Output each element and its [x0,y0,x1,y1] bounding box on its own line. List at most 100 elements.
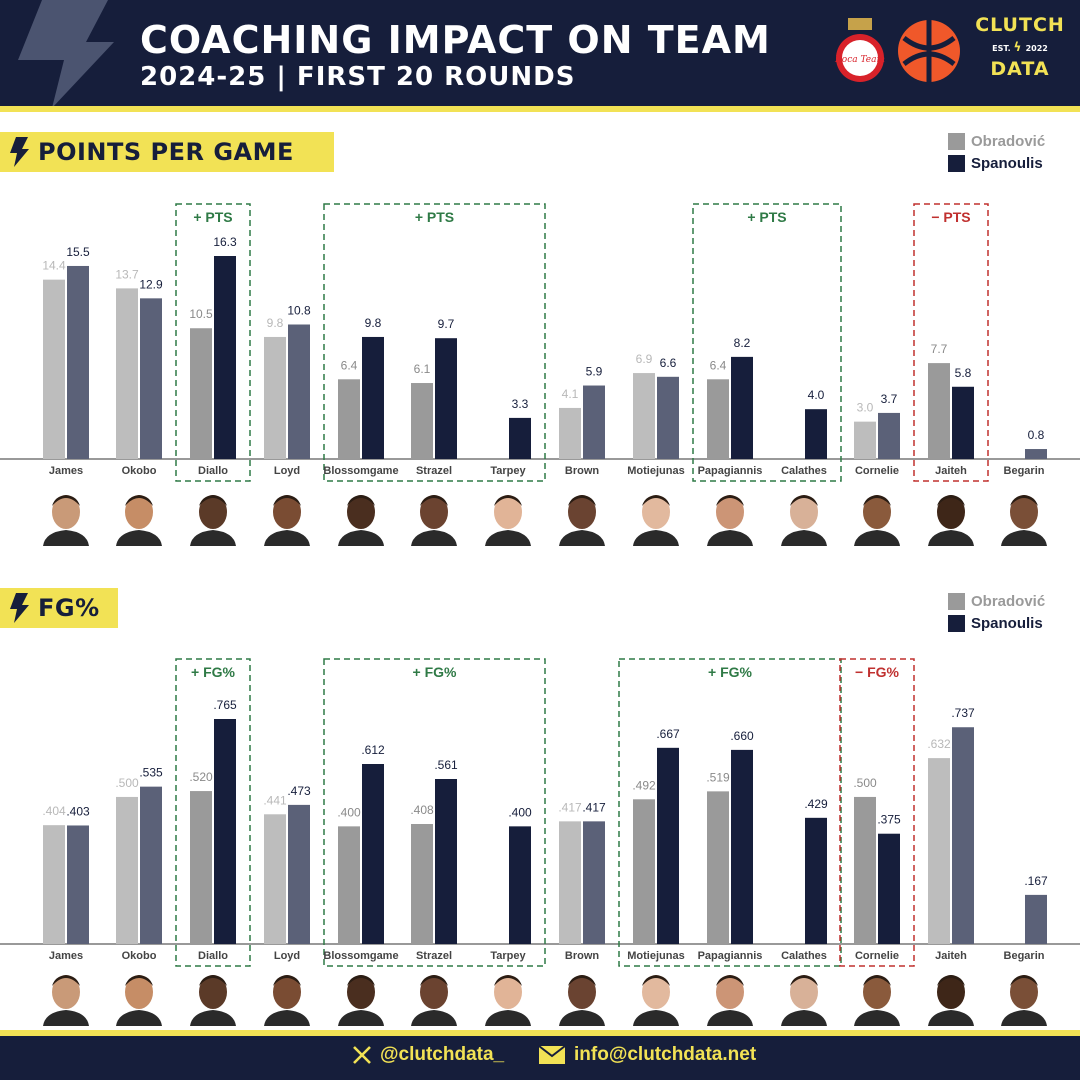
player-portrait-icon [852,488,902,546]
value-label-spanoulis: 5.9 [586,365,603,379]
bar-spanoulis [1025,894,1047,944]
as-monaco-club-logo: Roca Team [834,18,885,82]
euroleague-logo [898,20,960,82]
bar-spanoulis [67,265,89,459]
highlight-label: + FG% [708,664,753,680]
value-label-spanoulis: .417 [582,800,606,814]
value-label-obradovic: .519 [706,770,730,784]
clutch-data-logo: CLUTCH EST. ϟ 2022 DATA [970,14,1070,90]
category-label: James [49,465,83,477]
category-label: Motiejunas [627,465,684,477]
player-portrait-icon [852,968,902,1026]
player-portrait-icon [999,968,1049,1026]
value-label-spanoulis: .660 [730,729,754,743]
category-label: Brown [565,465,600,477]
bar-spanoulis [878,833,900,944]
twitter-handle-text: @clutchdata_ [380,1044,505,1065]
bar-obradovic [116,288,138,459]
player-portrait-icon [705,488,755,546]
bar-obradovic [411,383,433,459]
value-label-obradovic: 7.7 [931,342,948,356]
value-label-spanoulis: 5.8 [955,366,972,380]
bar-spanoulis [67,825,89,944]
player-portrait-icon [336,968,386,1026]
player-portrait-icon [483,488,533,546]
brand-est: EST. ϟ 2022 [970,40,1070,54]
bar-obradovic [707,791,729,944]
highlight-label: − FG% [855,664,900,680]
value-label-obradovic: 6.4 [710,358,727,372]
player-portrait-icon [779,968,829,1026]
value-label-spanoulis: .167 [1024,874,1048,888]
bar-spanoulis [288,804,310,944]
bar-spanoulis [362,764,384,944]
category-label: Cornelie [855,465,899,477]
highlight-label: + PTS [415,209,454,225]
bar-spanoulis [140,298,162,459]
category-label: Calathes [781,465,827,477]
page-subtitle: 2024-25 | FIRST 20 ROUNDS [140,62,576,92]
value-label-spanoulis: 8.2 [734,336,751,350]
bar-spanoulis [657,747,679,944]
player-portrait-icon [999,488,1049,546]
value-label-obradovic: 3.0 [857,401,874,415]
bar-obradovic [43,279,65,459]
bar-spanoulis [731,356,753,459]
value-label-obradovic: 6.1 [414,362,431,376]
category-label: Jaiteh [935,465,967,477]
bar-obradovic [264,814,286,944]
section-badge-fg: FG% [0,588,118,628]
legend-swatch-navy [948,154,965,172]
category-label: Motiejunas [627,950,684,962]
bar-spanoulis [288,324,310,459]
legend-label-b: Spanoulis [971,614,1043,632]
bar-obradovic [633,373,655,459]
player-portrait-icon [41,488,91,546]
value-label-obradovic: .400 [337,805,361,819]
player-portrait-icon [557,968,607,1026]
player-portrait-icon [409,488,459,546]
brand-est-label: EST. [992,44,1011,53]
highlight-label: + PTS [747,209,786,225]
bar-obradovic [190,328,212,459]
twitter-handle[interactable]: @clutchdata_ [352,1044,504,1066]
player-portrait-icon [262,488,312,546]
value-label-spanoulis: 4.0 [808,388,825,402]
mail-icon [538,1045,566,1064]
value-label-spanoulis: .473 [287,784,311,798]
contact-email[interactable]: info@clutchdata.net [538,1044,756,1066]
player-portrait-icon [926,488,976,546]
value-label-spanoulis: .737 [951,706,975,720]
lightning-bolt-icon [10,137,29,167]
category-label: Blossomgame [323,950,398,962]
value-label-spanoulis: .667 [656,727,680,741]
x-logo-icon [353,1046,371,1064]
highlight-box [175,203,251,482]
section-title-fg: FG% [38,594,100,622]
category-label: Tarpey [490,950,526,962]
bar-spanoulis [583,385,605,459]
bar-spanoulis [805,817,827,944]
bar-spanoulis [657,376,679,459]
value-label-spanoulis: 16.3 [213,235,237,249]
value-label-spanoulis: .765 [213,698,237,712]
player-portrait-icon [41,968,91,1026]
legend-item-spanoulis: Spanoulis [948,612,1045,634]
value-label-obradovic: .441 [263,793,287,807]
category-label: Diallo [198,465,228,477]
player-portrait-icon [926,968,976,1026]
bar-spanoulis [435,779,457,944]
category-label: Okobo [122,465,157,477]
player-portrait-icon [188,488,238,546]
player-portrait-icon [336,488,386,546]
value-label-spanoulis: 0.8 [1028,428,1045,442]
bar-spanoulis [878,412,900,459]
highlight-label: + FG% [191,664,236,680]
highlight-box [913,203,989,482]
bar-obradovic [854,421,876,459]
brand-line1: CLUTCH [975,14,1065,36]
highlight-box [323,658,546,967]
club-logo-text: Roca Team [834,55,885,65]
highlight-box [323,203,546,482]
player-portrait-icon [114,968,164,1026]
